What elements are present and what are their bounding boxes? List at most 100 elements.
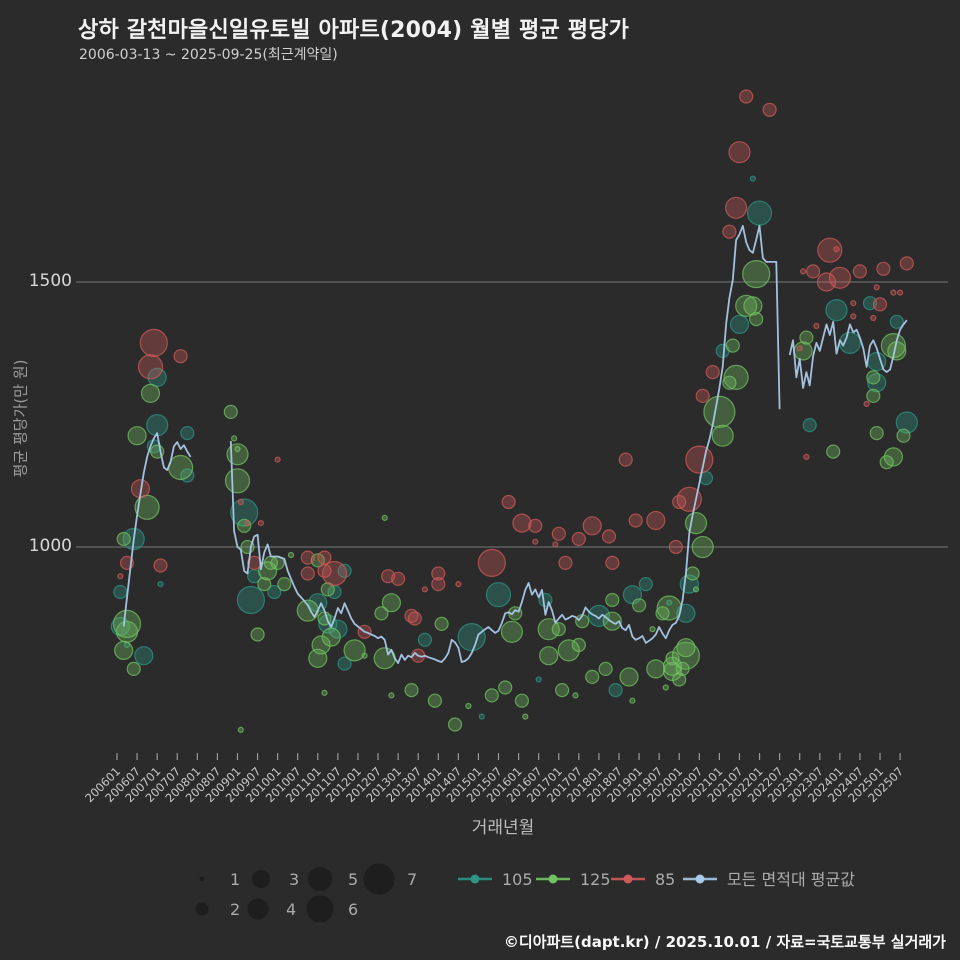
bubble-125 bbox=[672, 672, 687, 687]
bubble-125 bbox=[500, 620, 523, 643]
bubble-105 bbox=[134, 646, 154, 666]
bubble-125 bbox=[343, 639, 366, 662]
bubble-125 bbox=[257, 576, 272, 592]
size-legend-bubble-3[interactable] bbox=[252, 870, 270, 888]
bubble-125 bbox=[869, 426, 884, 441]
bubble-85 bbox=[237, 498, 244, 506]
bubble-125 bbox=[662, 656, 683, 676]
bubble-85 bbox=[244, 519, 251, 527]
bubble-125 bbox=[127, 426, 147, 446]
bubble-125 bbox=[725, 338, 740, 353]
bubble-85 bbox=[321, 560, 348, 587]
size-legend-bubble-2[interactable] bbox=[195, 902, 209, 916]
size-legend-label-5: 5 bbox=[348, 870, 358, 889]
bubble-85 bbox=[618, 452, 633, 467]
bubble-105 bbox=[608, 682, 623, 698]
legend-label-3[interactable]: 모든 면적대 평균값 bbox=[727, 870, 855, 889]
bubble-85 bbox=[646, 510, 666, 531]
bubble-125 bbox=[826, 444, 841, 459]
bubble-125 bbox=[250, 627, 265, 642]
size-legend-label-3: 3 bbox=[289, 870, 299, 889]
bubble-125 bbox=[655, 606, 670, 621]
bubble-85 bbox=[431, 576, 446, 592]
legend-marker-dot-2[interactable] bbox=[623, 874, 633, 884]
bubble-85 bbox=[501, 494, 516, 510]
bubble-85 bbox=[803, 453, 810, 460]
size-legend-bubble-6[interactable] bbox=[306, 895, 334, 923]
bubble-85 bbox=[805, 264, 821, 279]
size-legend-label-2: 2 bbox=[230, 900, 240, 919]
bubble-105 bbox=[337, 656, 352, 671]
bubble-85 bbox=[705, 365, 720, 380]
size-legend-label-4: 4 bbox=[286, 900, 296, 919]
bubble-105 bbox=[180, 426, 195, 441]
bubble-125 bbox=[605, 592, 620, 608]
size-legend-bubble-5[interactable] bbox=[308, 867, 332, 891]
size-legend-label-7: 7 bbox=[407, 870, 417, 889]
bubble-125 bbox=[602, 611, 622, 631]
bubble-105 bbox=[895, 411, 918, 434]
page-title: 상하 갈천마을신일유토빌 아파트(2004) 월별 평균 평당가 bbox=[78, 18, 630, 43]
y-axis-title: 평균 평당가(만 원) bbox=[11, 359, 30, 478]
bubble-125 bbox=[711, 424, 734, 447]
bubble-85 bbox=[551, 526, 566, 541]
bubble-85 bbox=[571, 531, 586, 547]
bubble-105 bbox=[746, 200, 773, 226]
average-line bbox=[122, 224, 908, 664]
bubble-125 bbox=[114, 640, 134, 661]
size-legend-bubble-1[interactable] bbox=[199, 876, 205, 882]
size-legend-bubble-4[interactable] bbox=[247, 898, 269, 920]
bubble-85 bbox=[274, 456, 281, 463]
bubble-85 bbox=[421, 586, 428, 593]
bubble-125 bbox=[735, 294, 758, 317]
bubble-125 bbox=[879, 455, 894, 470]
legend-marker-dot-0[interactable] bbox=[470, 874, 480, 884]
bubble-125 bbox=[381, 593, 401, 613]
bubble-125 bbox=[287, 551, 295, 559]
bubble-125 bbox=[115, 620, 139, 643]
bubble-85 bbox=[863, 400, 870, 407]
bubble-125 bbox=[361, 652, 368, 659]
bubble-125 bbox=[723, 364, 749, 390]
bubble-105 bbox=[666, 599, 673, 606]
bubble-85 bbox=[300, 566, 315, 581]
size-legend-bubble-7[interactable] bbox=[363, 863, 395, 895]
size-legend-label-1: 1 bbox=[230, 870, 240, 889]
bubble-85 bbox=[724, 196, 748, 219]
bubble-125 bbox=[321, 627, 341, 647]
bubble-125 bbox=[896, 428, 911, 443]
bubble-85 bbox=[601, 529, 617, 544]
bubble-105 bbox=[535, 676, 542, 683]
bubble-125 bbox=[684, 511, 708, 535]
bubble-105 bbox=[485, 582, 512, 608]
bubble-125 bbox=[381, 514, 388, 522]
bubble-85 bbox=[799, 268, 807, 275]
bubble-125 bbox=[308, 648, 328, 668]
bubble-125 bbox=[866, 370, 881, 385]
bubble-125 bbox=[631, 598, 647, 613]
bubble-85 bbox=[605, 555, 620, 571]
size-legend-label-6: 6 bbox=[348, 900, 358, 919]
bubble-85 bbox=[876, 261, 891, 276]
bubble-125 bbox=[223, 404, 238, 419]
bubble-125 bbox=[703, 395, 736, 428]
bubble-125 bbox=[572, 692, 579, 699]
bubble-85 bbox=[512, 513, 532, 533]
bubble-85 bbox=[685, 445, 714, 474]
legend-label-0[interactable]: 105 bbox=[502, 870, 533, 889]
bubble-85 bbox=[872, 297, 888, 312]
legend-label-1[interactable]: 125 bbox=[580, 870, 611, 889]
bubble-125 bbox=[551, 622, 566, 637]
legend-label-2[interactable]: 85 bbox=[655, 870, 675, 889]
legend-marker-dot-1[interactable] bbox=[548, 874, 558, 884]
legend-marker-dot-3[interactable] bbox=[695, 874, 705, 884]
bubble-85 bbox=[257, 519, 264, 527]
bubble-85 bbox=[532, 538, 539, 545]
bubble-85 bbox=[873, 284, 880, 291]
bubble-125 bbox=[447, 717, 463, 732]
bubble-125 bbox=[799, 330, 814, 345]
bubble-125 bbox=[126, 661, 141, 677]
bubble-125 bbox=[231, 435, 238, 442]
bubble-125 bbox=[234, 445, 241, 453]
